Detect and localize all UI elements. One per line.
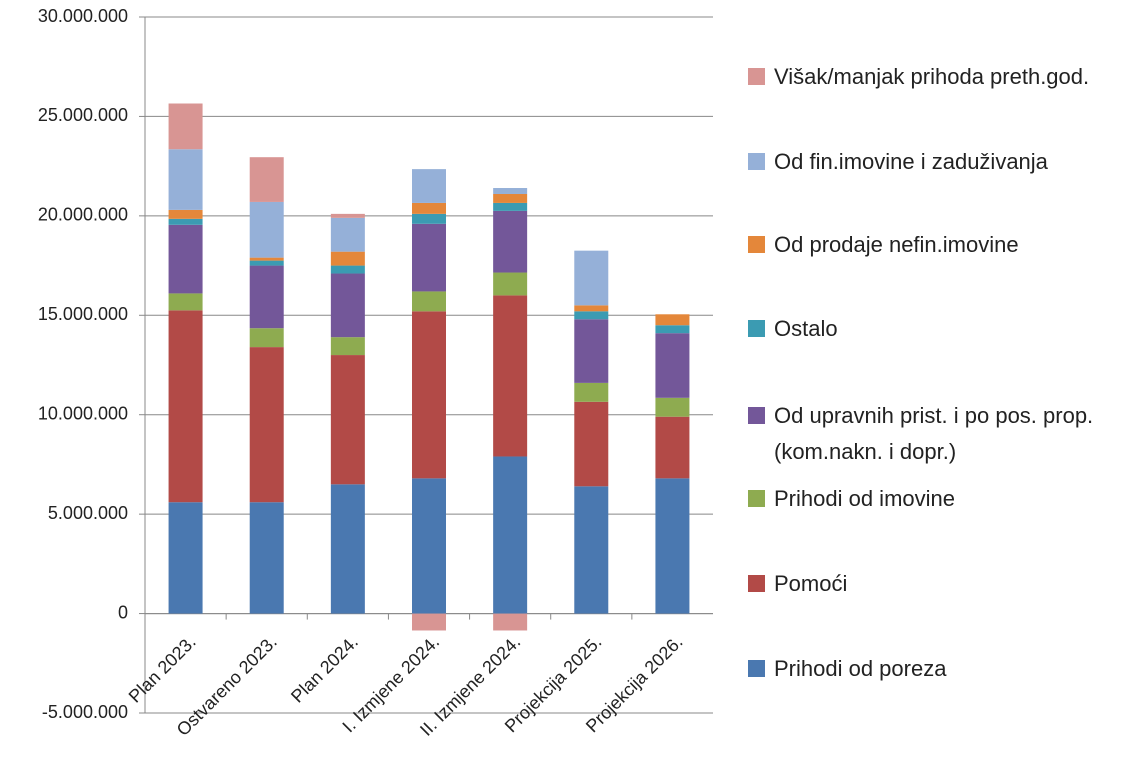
legend-swatch [748,407,765,424]
bar-segment [493,210,528,273]
bar-segment [574,305,609,312]
y-tick-label: 0 [118,602,128,622]
bar-segment [574,250,609,306]
bar-segment [330,213,365,218]
legend-item: Pomoći [748,566,1119,602]
bar-segment [330,217,365,252]
y-tick-label: 30.000.000 [38,6,128,26]
legend-item: Ostalo [748,311,1119,347]
bar-segment [655,478,690,614]
legend-swatch [748,490,765,507]
bar-segment [168,310,203,503]
legend-label: Prihodi od imovine [774,486,955,511]
bar-segment [168,103,203,150]
legend-label: Prihodi od poreza [774,656,947,681]
bar-segment [249,265,284,329]
y-tick-label: 15.000.000 [38,304,128,324]
bar-segment [330,484,365,614]
bar-segment [493,613,528,631]
bar-segment [655,397,690,417]
bar-segment [330,265,365,274]
bar-segment [249,347,284,503]
legend-label: Od fin.imovine i zaduživanja [774,149,1048,174]
legend-swatch [748,320,765,337]
bar-segment [412,311,446,479]
bar-segment [574,401,609,487]
bar-segment [249,502,284,614]
bar-segment [412,169,446,203]
legend-item: Višak/manjak prihoda preth.god. [748,59,1119,95]
legend-item: Prihodi od imovine [748,481,1119,517]
bar-segment [574,382,609,402]
legend-item: Od prodaje nefin.imovine [748,227,1119,263]
bar-segment [249,260,284,266]
bar-segment [574,311,609,320]
bar-segment [412,202,446,214]
bar-segment [249,257,284,261]
bar-segment [412,478,446,614]
bar-segment [330,355,365,485]
bar-segment [330,251,365,266]
bar-segment [574,319,609,383]
legend-label: Ostalo [774,316,838,341]
bar-segment [168,224,203,294]
legend-item: Od upravnih prist. i po pos. prop. (kom.… [748,398,1119,470]
bar-segment [493,193,528,203]
bar-segment [168,218,203,225]
bar-segment [330,273,365,338]
y-tick-label: 25.000.000 [38,105,128,125]
bar-segment [655,314,690,326]
bar-segment [412,213,446,224]
legend-swatch [748,575,765,592]
bar-segment [168,293,203,311]
bar-segment [168,149,203,210]
bar-segment [249,201,284,258]
x-tick-label: Plan 2023. [125,632,200,707]
legend-item: Od fin.imovine i zaduživanja [748,144,1119,180]
bar-segment [412,223,446,292]
bar-segment [412,291,446,312]
bar-segment [493,202,528,211]
bar-segment [493,188,528,194]
legend-label: Višak/manjak prihoda preth.god. [774,64,1090,89]
legend-label: Od prodaje nefin.imovine [774,232,1019,257]
x-tick-label: Plan 2024. [287,632,362,707]
bar-segment [493,456,528,614]
bar-segment [655,333,690,398]
bar-segment [168,209,203,219]
legend-swatch [748,68,765,85]
bar-segment [249,328,284,348]
y-tick-label: 20.000.000 [38,205,128,225]
legend-swatch [748,236,765,253]
bar-segment [493,272,528,296]
legend-label: Pomoći [774,571,848,596]
y-tick-label: 10.000.000 [38,403,128,423]
bar-segment [330,337,365,356]
bar-segment [655,416,690,479]
legend-item: Prihodi od poreza [748,651,1119,687]
bar-segment [412,613,446,631]
bar-segment [249,157,284,202]
bar-segment [493,295,528,457]
y-tick-label: -5.000.000 [42,702,128,722]
legend-swatch [748,660,765,677]
y-tick-label: 5.000.000 [48,503,128,523]
bar-segment [655,325,690,334]
legend-label: Od upravnih prist. i po pos. prop. (kom.… [774,403,1094,464]
legend-swatch [748,153,765,170]
bar-segment [574,486,609,614]
bar-segment [168,502,203,614]
